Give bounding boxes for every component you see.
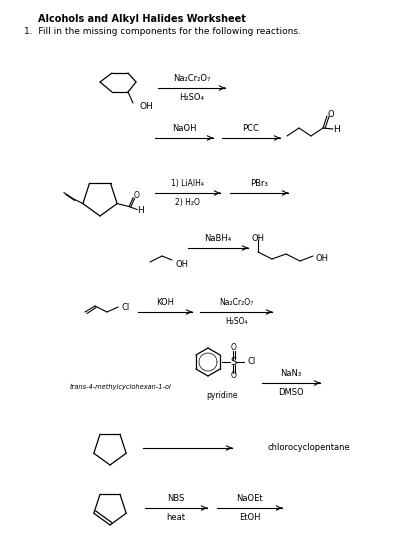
Text: Cl: Cl (122, 304, 130, 312)
Text: OH: OH (176, 259, 189, 269)
Text: NaOEt: NaOEt (236, 494, 263, 503)
Text: NaOH: NaOH (172, 124, 196, 133)
Text: H₂SO₄: H₂SO₄ (179, 93, 204, 102)
Text: Na₂Cr₂O₇: Na₂Cr₂O₇ (219, 298, 253, 307)
Text: OH: OH (139, 101, 153, 111)
Text: H: H (137, 206, 144, 215)
Text: 1) LiAlH₄: 1) LiAlH₄ (171, 179, 204, 188)
Text: PCC: PCC (243, 124, 259, 133)
Text: NBS: NBS (167, 494, 185, 503)
Text: Na₂Cr₂O₇: Na₂Cr₂O₇ (173, 74, 210, 83)
Text: Alcohols and Alkyl Halides Worksheet: Alcohols and Alkyl Halides Worksheet (38, 14, 246, 24)
Text: 1.  Fill in the missing components for the following reactions.: 1. Fill in the missing components for th… (24, 27, 301, 36)
Text: O: O (328, 110, 334, 118)
Text: trans-4-methylcyclohexan-1-ol: trans-4-methylcyclohexan-1-ol (70, 384, 172, 390)
Text: PBr₃: PBr₃ (250, 179, 268, 188)
Text: 2) H₂O: 2) H₂O (175, 198, 200, 207)
Text: heat: heat (166, 513, 186, 522)
Text: EtOH: EtOH (239, 513, 260, 522)
Text: NaBH₄: NaBH₄ (204, 234, 232, 243)
Text: chlorocyclopentane: chlorocyclopentane (268, 444, 351, 452)
Text: OH: OH (316, 253, 329, 263)
Text: O: O (231, 343, 237, 353)
Text: pyridine: pyridine (206, 391, 238, 399)
Text: Cl: Cl (248, 358, 256, 366)
Text: OH: OH (251, 233, 265, 243)
Text: DMSO: DMSO (278, 388, 304, 397)
Text: H₂SO₄: H₂SO₄ (225, 317, 247, 326)
Text: S: S (230, 357, 236, 367)
Text: O: O (231, 372, 237, 380)
Text: H: H (333, 124, 340, 134)
Text: KOH: KOH (156, 298, 174, 307)
Text: NaN₃: NaN₃ (280, 369, 302, 378)
Text: O: O (133, 191, 139, 200)
